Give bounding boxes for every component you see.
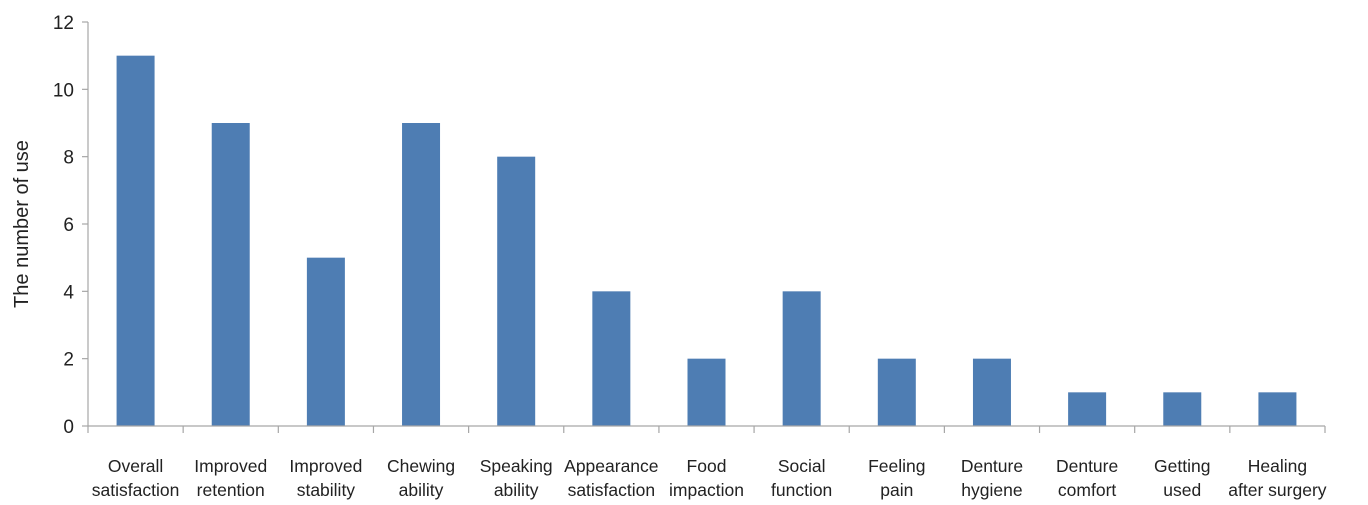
y-tick-label: 8 [63, 148, 74, 169]
x-tick-label: Denture comfort [1056, 456, 1118, 500]
x-tick-label: Denture hygiene [961, 456, 1023, 500]
bar [687, 358, 726, 426]
x-tick-label: Getting used [1154, 456, 1210, 500]
bar [402, 123, 441, 426]
y-tick-label: 12 [53, 13, 74, 34]
bar [782, 291, 821, 426]
bar [211, 123, 250, 426]
x-tick-label: Appearance satisfaction [564, 456, 658, 500]
bar [592, 291, 631, 426]
x-axis: Overall satisfaction Improved retention Impr… [87, 425, 1327, 500]
x-tick-label: Speaking ability [480, 456, 553, 500]
y-tick-label: 6 [63, 215, 74, 236]
x-tick-label: Improved retention [194, 456, 267, 500]
bar [972, 358, 1011, 426]
x-tick-label: Healing after surgery [1228, 456, 1326, 500]
y-axis: 0 2 4 6 8 10 12 [53, 13, 89, 438]
y-axis-title: The number of use [11, 140, 33, 308]
bar [116, 55, 155, 427]
x-tick-label: Overall satisfaction [92, 456, 180, 500]
y-tick-label: 4 [63, 282, 74, 303]
bar [1068, 392, 1107, 426]
y-tick-label: 0 [63, 417, 74, 438]
y-tick-label: 2 [63, 350, 74, 371]
x-tick-label: Food impaction [669, 456, 744, 500]
x-tick-label: Chewing ability [387, 456, 455, 500]
bar [306, 257, 345, 426]
bar [877, 358, 916, 426]
bar [497, 156, 536, 426]
x-tick-label: Social function [771, 456, 832, 500]
x-tick-label: Improved stability [289, 456, 362, 500]
bar [1163, 392, 1202, 426]
bar [1258, 392, 1297, 426]
y-tick-label: 10 [53, 80, 74, 101]
x-tick-label: Feeling pain [868, 456, 925, 500]
bars [116, 55, 1297, 427]
